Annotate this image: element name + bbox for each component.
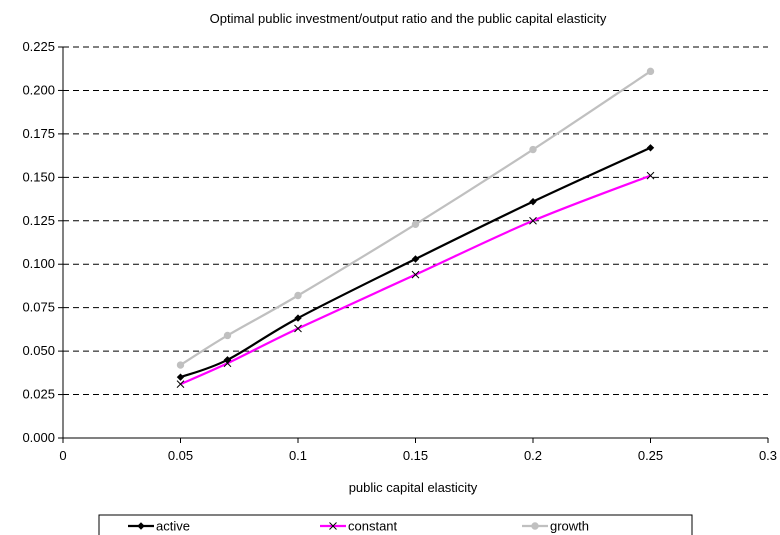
x-axis-label: public capital elasticity [349,480,478,495]
y-tick-label-6: 0.150 [22,169,55,184]
legend-item-constant: constant [320,519,398,534]
y-tick-label-1: 0.025 [22,387,55,402]
legend-swatch-marker-constant [329,522,337,530]
y-tick-label-2: 0.050 [22,343,55,358]
point-constant-5-b [646,171,655,180]
point-constant-2 [294,324,302,333]
y-tick-label-9: 0.225 [22,39,55,54]
series-line-growth [179,70,652,366]
point-growth-0 [176,361,185,369]
y-tick-label-4: 0.100 [22,256,55,271]
series-group [176,67,655,388]
point-constant-3-b [411,270,420,279]
point-growth-5 [646,67,655,76]
legend-label-active: active [156,519,190,534]
point-active-4 [529,197,537,206]
y-tick-label-0: 0.000 [22,430,55,445]
legend-swatch-marker-constant-b [329,522,337,530]
legend-swatch-marker-growth [531,522,539,530]
legend-swatch-marker-active [137,522,145,530]
series-active [176,144,655,381]
x-tick-label-6: 0.3 [759,448,777,463]
point-constant-0-b [176,380,185,388]
point-constant-0 [176,380,185,388]
legend: active constant growth [98,514,693,535]
series-constant [176,171,655,388]
y-tick-label-7: 0.175 [22,126,55,141]
point-growth-3 [411,220,420,228]
point-active-2 [294,314,302,322]
point-constant-3 [411,270,420,279]
legend-item-active: active [128,519,190,534]
y-tick-label-5: 0.125 [22,213,55,228]
point-constant-5 [646,171,655,180]
x-tick-labels: 0 0.05 0.1 0.15 0.2 0.25 0.3 [59,448,777,463]
x-tick-label-2: 0.1 [289,448,307,463]
point-active-1 [223,356,232,364]
legend-item-growth: growth [522,519,589,534]
y-tick-label-8: 0.200 [22,82,55,97]
x-tick-label-4: 0.2 [524,448,542,463]
point-active-5 [646,144,655,152]
legend-label-constant: constant [348,519,398,534]
point-constant-4-b [529,216,537,225]
y-tick-labels: 0.000 0.025 0.050 0.075 0.100 0.125 0.150 0.175… [22,39,55,445]
point-growth-1 [223,331,232,340]
legend-items: active constant growth [128,519,589,534]
x-tick-label-1: 0.05 [168,448,193,463]
y-tick-label-3: 0.075 [22,300,55,315]
point-active-0 [176,373,185,381]
point-growth-4 [529,145,537,154]
x-tick-label-5: 0.25 [638,448,663,463]
axes [58,46,769,443]
series-line-constant [180,174,651,386]
legend-label-growth: growth [550,519,589,534]
chart-title: Optimal public investment/output ratio a… [210,11,607,26]
point-constant-2-b [294,324,302,333]
point-active-3 [411,255,420,263]
x-tick-label-3: 0.15 [403,448,428,463]
series-growth [176,67,655,369]
point-constant-4 [529,216,537,225]
legend-box [98,514,693,535]
point-growth-2 [294,291,302,300]
x-tick-label-0: 0 [59,448,66,463]
